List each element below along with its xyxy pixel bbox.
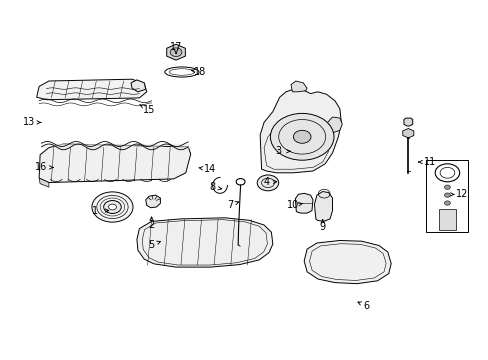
Polygon shape xyxy=(304,240,390,284)
Polygon shape xyxy=(166,44,185,60)
Circle shape xyxy=(108,204,116,210)
Polygon shape xyxy=(137,218,272,267)
Circle shape xyxy=(293,130,310,143)
Bar xyxy=(438,209,455,230)
Polygon shape xyxy=(37,79,146,100)
Circle shape xyxy=(444,193,449,197)
Circle shape xyxy=(270,113,333,160)
Text: 14: 14 xyxy=(203,164,216,174)
Text: 16: 16 xyxy=(35,162,48,172)
Text: 1: 1 xyxy=(92,206,98,216)
Text: 10: 10 xyxy=(286,200,299,210)
Circle shape xyxy=(170,48,182,57)
Circle shape xyxy=(103,201,121,213)
Text: 4: 4 xyxy=(263,177,269,187)
Polygon shape xyxy=(402,129,413,138)
Bar xyxy=(426,160,467,232)
Text: 5: 5 xyxy=(148,240,154,250)
Polygon shape xyxy=(131,80,145,92)
Text: 12: 12 xyxy=(455,189,468,199)
Polygon shape xyxy=(290,81,306,92)
Polygon shape xyxy=(295,193,312,213)
Text: 2: 2 xyxy=(148,220,154,230)
Polygon shape xyxy=(145,195,160,208)
Polygon shape xyxy=(327,117,342,132)
Polygon shape xyxy=(39,144,190,183)
Polygon shape xyxy=(39,178,49,187)
Circle shape xyxy=(444,185,449,189)
Text: 3: 3 xyxy=(275,146,281,156)
Text: 11: 11 xyxy=(423,157,436,167)
Text: 6: 6 xyxy=(363,301,369,311)
Circle shape xyxy=(444,201,449,205)
Polygon shape xyxy=(260,89,341,173)
Text: 8: 8 xyxy=(209,182,215,192)
Text: 17: 17 xyxy=(169,42,182,52)
Text: 18: 18 xyxy=(194,67,206,77)
Text: 15: 15 xyxy=(142,105,155,115)
Text: 7: 7 xyxy=(226,200,232,210)
Text: 9: 9 xyxy=(319,222,325,232)
Polygon shape xyxy=(314,192,332,221)
Text: 13: 13 xyxy=(23,117,36,127)
Polygon shape xyxy=(403,118,412,126)
Circle shape xyxy=(257,175,278,191)
Circle shape xyxy=(92,192,133,222)
